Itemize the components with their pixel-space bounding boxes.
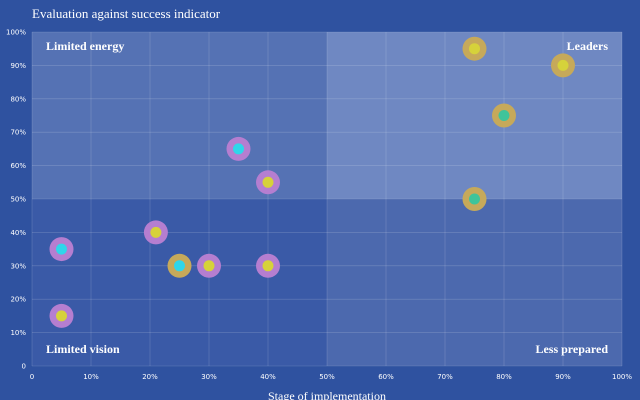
y-tick-label: 80% (10, 95, 26, 103)
data-point-dot (557, 59, 569, 71)
x-tick-label: 90% (555, 373, 571, 381)
x-tick-label: 50% (319, 373, 335, 381)
quadrant-label-less-prepared: Less prepared (535, 342, 608, 356)
gridlines (31, 31, 623, 367)
data-point (256, 253, 280, 278)
y-tick-label: 20% (10, 296, 26, 304)
data-point-dot (174, 260, 185, 272)
data-point-dot (469, 193, 480, 205)
data-point (197, 253, 221, 278)
chart-title: Evaluation against success indicator (32, 6, 221, 21)
x-tick-label: 60% (378, 373, 394, 381)
y-tick-label: 60% (10, 162, 26, 170)
y-tick-label: 50% (10, 196, 26, 204)
quadrant-limited-vision (32, 199, 327, 366)
y-tick-label: 30% (10, 262, 26, 270)
data-point (49, 303, 74, 328)
quadrant-label-leaders: Leaders (567, 39, 609, 53)
data-point (462, 36, 487, 61)
data-point (492, 103, 516, 128)
x-tick-label: 40% (260, 373, 276, 381)
data-point (143, 220, 168, 245)
y-tick-label: 0 (22, 363, 26, 371)
data-point-dot (203, 260, 215, 272)
data-point-dot (150, 226, 162, 238)
x-axis-ticks: 0 10% 20% 30% 40% 50% 60% 70% 80% 90% 100% (30, 373, 633, 381)
quadrant-label-limited-vision: Limited vision (46, 342, 120, 356)
x-tick-label: 100% (612, 373, 632, 381)
data-point (256, 170, 280, 195)
data-point-dot (469, 43, 480, 55)
y-tick-label: 40% (10, 229, 26, 237)
x-tick-label: 20% (142, 373, 158, 381)
quadrant-label-limited-energy: Limited energy (46, 39, 124, 53)
quadrant-less-prepared (327, 199, 622, 366)
x-tick-label: 30% (201, 373, 217, 381)
x-axis-label: Stage of implementation (268, 389, 386, 400)
data-point-dot (262, 176, 274, 188)
data-point (551, 53, 575, 78)
y-tick-label: 10% (10, 329, 26, 337)
data-point (49, 237, 74, 262)
data-point-dot (233, 143, 244, 155)
y-axis-ticks: 0 10% 20% 30% 40% 50% 60% 70% 80% 90% 100% (6, 29, 26, 371)
data-point-dot (56, 310, 67, 322)
data-point (462, 187, 487, 211)
quadrant-backgrounds (32, 32, 622, 366)
x-tick-label: 70% (437, 373, 453, 381)
quadrant-limited-energy (32, 32, 327, 199)
x-tick-label: 0 (30, 373, 34, 381)
y-tick-label: 90% (10, 62, 26, 70)
data-point-dot (56, 243, 67, 255)
data-point-dot (498, 110, 510, 121)
x-tick-label: 80% (496, 373, 512, 381)
data-point-dot (262, 260, 274, 272)
data-point (167, 253, 192, 278)
data-points (49, 36, 575, 328)
x-tick-label: 10% (83, 373, 99, 381)
y-tick-label: 70% (10, 129, 26, 137)
data-point (226, 136, 251, 161)
y-tick-label: 100% (6, 29, 26, 37)
